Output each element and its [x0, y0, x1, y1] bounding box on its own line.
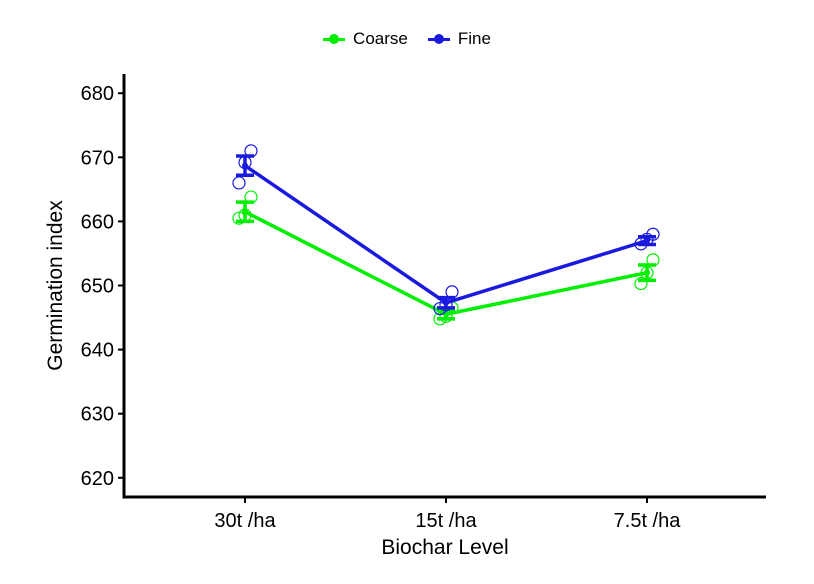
- data-point-fine: [232, 176, 246, 190]
- series-line-fine: [244, 164, 648, 305]
- mean-point-fine: [443, 299, 449, 306]
- x-tick-label: 7.5t /ha: [614, 510, 682, 532]
- legend-dot-coarse: [329, 34, 340, 44]
- data-point-fine: [646, 227, 660, 241]
- mean-point-fine: [644, 237, 650, 244]
- legend-key-coarse: [323, 33, 346, 45]
- x-tick-label: 15t /ha: [415, 510, 477, 532]
- y-tick-label: 670: [81, 147, 114, 169]
- legend: Coarse Fine: [0, 29, 814, 49]
- mean-point-coarse: [242, 208, 248, 215]
- mean-point-fine: [242, 162, 248, 169]
- legend-key-fine: [427, 33, 450, 45]
- legend-label-coarse: Coarse: [353, 29, 408, 48]
- x-axis-title: Biochar Level: [381, 536, 508, 559]
- y-tick-label: 660: [81, 211, 114, 233]
- legend-label-fine: Fine: [457, 29, 491, 48]
- y-axis-title: Germination index: [44, 200, 67, 371]
- plot-area: 620 630 640 650 660 670 680 30t /ha 15t /ha 7.5t …: [44, 74, 766, 559]
- data-point-coarse: [634, 276, 648, 291]
- y-tick-label: 650: [81, 276, 114, 298]
- legend-dot-fine: [433, 34, 444, 44]
- mean-point-coarse: [644, 269, 650, 276]
- x-tick-label: 30t /ha: [214, 510, 276, 532]
- mean-point-coarse: [443, 311, 449, 318]
- y-tick-label: 630: [81, 404, 114, 426]
- legend-item-coarse: Coarse: [323, 29, 408, 49]
- y-tick-label: 640: [81, 340, 114, 362]
- y-tick-label: 620: [81, 468, 114, 490]
- y-tick-label: 680: [81, 83, 114, 105]
- legend-item-fine: Fine: [427, 29, 491, 49]
